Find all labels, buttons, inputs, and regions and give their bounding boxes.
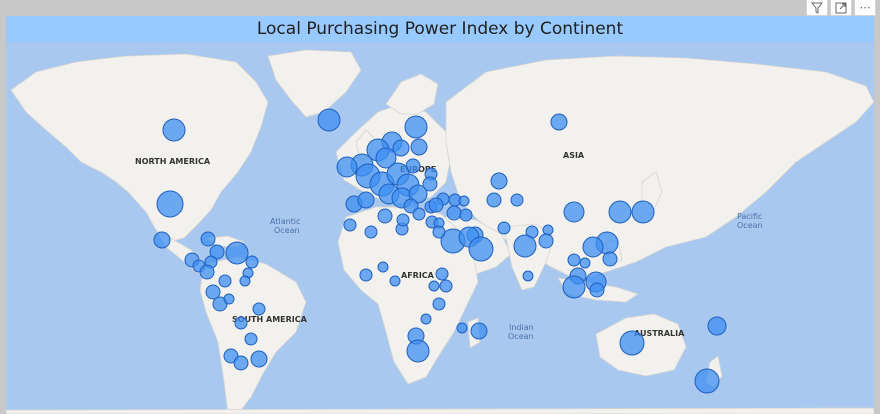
city-bubble[interactable] xyxy=(420,313,432,325)
city-bubble[interactable] xyxy=(244,332,258,346)
region-labels: NORTH AMERICA SOUTH AMERICA EUROPE AFRIC… xyxy=(135,151,763,341)
label-north-america: NORTH AMERICA xyxy=(135,157,211,166)
label-indian-ocean-line1: Indian xyxy=(509,323,534,332)
city-bubble[interactable] xyxy=(396,213,410,227)
city-bubble[interactable] xyxy=(250,350,268,368)
city-bubble[interactable] xyxy=(156,190,184,218)
city-bubble[interactable] xyxy=(513,234,537,258)
city-bubble[interactable] xyxy=(468,236,494,262)
city-bubble[interactable] xyxy=(357,191,375,209)
more-options-icon[interactable]: ⋯ xyxy=(854,0,876,16)
city-bubble[interactable] xyxy=(359,268,373,282)
city-bubble[interactable] xyxy=(205,284,221,300)
city-bubble[interactable] xyxy=(542,224,554,236)
label-africa: AFRICA xyxy=(401,271,435,280)
city-bubble[interactable] xyxy=(200,231,216,247)
city-bubble[interactable] xyxy=(199,264,215,280)
city-bubble[interactable] xyxy=(223,293,235,305)
city-bubble[interactable] xyxy=(470,322,488,340)
city-bubble[interactable] xyxy=(252,302,266,316)
city-bubble[interactable] xyxy=(239,275,251,287)
visual-header-toolbar: ⋯ xyxy=(806,0,880,16)
city-bubble[interactable] xyxy=(233,355,249,371)
city-bubble[interactable] xyxy=(459,208,473,222)
city-bubble[interactable] xyxy=(225,241,249,265)
city-bubble[interactable] xyxy=(408,184,428,204)
label-atlantic-ocean-line1: Atlantic xyxy=(270,217,300,226)
city-bubble[interactable] xyxy=(550,113,568,131)
city-bubble[interactable] xyxy=(582,236,604,258)
city-bubble[interactable] xyxy=(392,139,410,157)
city-bubble[interactable] xyxy=(375,147,397,169)
city-bubble[interactable] xyxy=(497,221,511,235)
label-pacific-ocean-line1: Pacific xyxy=(737,212,762,221)
city-bubble[interactable] xyxy=(631,200,655,224)
city-bubble[interactable] xyxy=(343,218,357,232)
city-bubble[interactable] xyxy=(562,275,586,299)
city-bubble[interactable] xyxy=(377,208,393,224)
label-south-america: SOUTH AMERICA xyxy=(232,315,308,324)
city-bubble[interactable] xyxy=(364,225,378,239)
city-bubble[interactable] xyxy=(406,339,430,363)
label-indian-ocean-line2: Ocean xyxy=(508,332,534,341)
city-bubble[interactable] xyxy=(389,275,401,287)
city-bubble[interactable] xyxy=(377,261,389,273)
city-bubble[interactable] xyxy=(432,297,446,311)
city-bubble[interactable] xyxy=(458,195,470,207)
city-bubble[interactable] xyxy=(422,176,438,192)
label-australia: AUSTRALIA xyxy=(634,329,685,338)
label-asia: ASIA xyxy=(563,151,585,160)
land-greenland xyxy=(267,49,362,118)
city-bubble[interactable] xyxy=(522,270,534,282)
land-north-america xyxy=(10,53,269,243)
focus-mode-icon[interactable] xyxy=(830,0,852,16)
city-bubble[interactable] xyxy=(410,138,428,156)
city-bubble[interactable] xyxy=(589,282,605,298)
city-bubble[interactable] xyxy=(439,279,453,293)
city-bubble[interactable] xyxy=(336,156,358,178)
city-bubble[interactable] xyxy=(428,197,444,213)
visual-title: Local Purchasing Power Index by Continen… xyxy=(6,16,874,42)
city-bubble[interactable] xyxy=(435,267,449,281)
city-bubble[interactable] xyxy=(428,280,440,292)
city-bubble[interactable] xyxy=(579,257,591,269)
city-bubble[interactable] xyxy=(456,322,468,334)
world-map[interactable]: NORTH AMERICA SOUTH AMERICA EUROPE AFRIC… xyxy=(6,42,874,414)
city-bubble[interactable] xyxy=(432,225,446,239)
label-atlantic-ocean-line2: Ocean xyxy=(274,226,300,235)
land-antarctica xyxy=(6,407,874,414)
city-bubble[interactable] xyxy=(234,316,248,330)
city-bubble[interactable] xyxy=(563,201,585,223)
city-bubble[interactable] xyxy=(245,255,259,269)
city-bubble[interactable] xyxy=(162,118,186,142)
city-bubble[interactable] xyxy=(510,193,524,207)
city-bubble[interactable] xyxy=(486,192,502,208)
city-bubble[interactable] xyxy=(602,251,618,267)
label-pacific-ocean-line2: Ocean xyxy=(737,221,763,230)
city-bubble[interactable] xyxy=(567,253,581,267)
city-bubble[interactable] xyxy=(538,233,554,249)
city-bubble[interactable] xyxy=(218,274,232,288)
city-bubble[interactable] xyxy=(707,316,727,336)
city-bubble[interactable] xyxy=(412,207,426,221)
city-bubble[interactable] xyxy=(317,108,341,132)
city-bubble[interactable] xyxy=(608,200,632,224)
city-bubbles[interactable] xyxy=(153,108,727,394)
filter-icon[interactable] xyxy=(806,0,828,16)
city-bubble[interactable] xyxy=(446,205,462,221)
city-bubble[interactable] xyxy=(404,115,428,139)
land-africa xyxy=(337,206,479,385)
map-visual: Local Purchasing Power Index by Continen… xyxy=(6,16,874,414)
land-scandinavia xyxy=(385,73,439,115)
city-bubble[interactable] xyxy=(619,330,645,356)
city-bubble[interactable] xyxy=(694,368,720,394)
city-bubble[interactable] xyxy=(490,172,508,190)
city-bubble[interactable] xyxy=(209,244,225,260)
city-bubble[interactable] xyxy=(153,231,171,249)
